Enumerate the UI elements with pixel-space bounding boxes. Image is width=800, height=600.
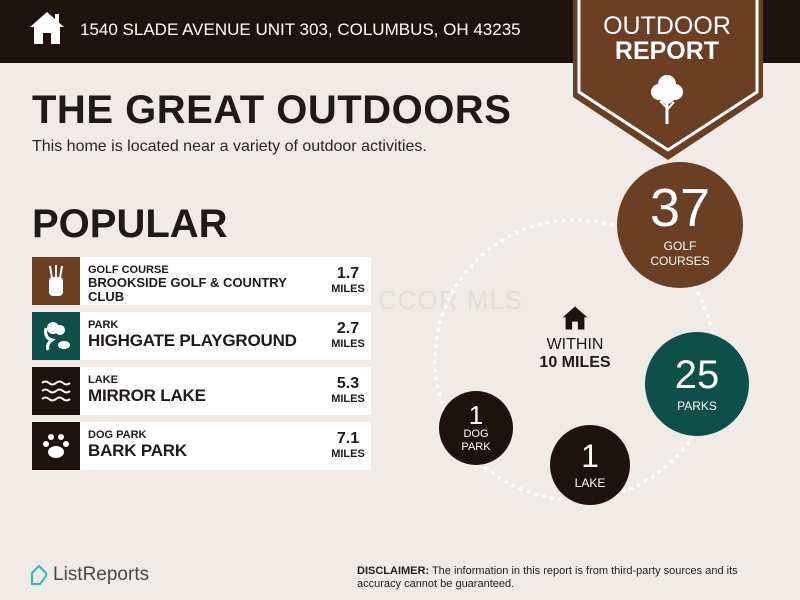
list-item: GOLF COURSE BROOKSIDE GOLF & COUNTRY CLU… bbox=[32, 257, 371, 305]
item-distance: 1.7 MILES bbox=[331, 265, 365, 295]
within-radius: WITHIN 10 MILES bbox=[520, 305, 630, 372]
home-icon bbox=[30, 12, 64, 44]
golf-courses-count: 37 GOLF COURSES bbox=[617, 162, 743, 288]
item-category: LAKE bbox=[88, 374, 118, 386]
item-distance: 7.1 MILES bbox=[331, 430, 365, 460]
list-item: LAKE MIRROR LAKE 5.3 MILES bbox=[32, 367, 371, 415]
item-category: PARK bbox=[88, 319, 119, 331]
paw-icon bbox=[32, 422, 80, 470]
item-name: MIRROR LAKE bbox=[88, 386, 206, 405]
parks-count: 25 PARKS bbox=[645, 332, 749, 436]
item-name: BARK PARK bbox=[88, 441, 187, 460]
lake-count: 1 LAKE bbox=[550, 425, 630, 505]
park-tree-icon bbox=[32, 312, 80, 360]
golf-bag-icon bbox=[32, 257, 80, 305]
property-address: 1540 SLADE AVENUE UNIT 303, COLUMBUS, OH… bbox=[80, 20, 521, 39]
disclaimer: DISCLAIMER: The information in this repo… bbox=[357, 565, 738, 590]
item-category: GOLF COURSE bbox=[88, 264, 169, 276]
tree-icon bbox=[651, 75, 683, 124]
popular-heading: POPULAR bbox=[32, 202, 228, 246]
badge-title: OUTDOOR REPORT bbox=[603, 12, 731, 65]
list-item: PARK HIGHGATE PLAYGROUND 2.7 MILES bbox=[32, 312, 371, 360]
page-subtitle: This home is located near a variety of o… bbox=[32, 138, 427, 155]
item-name: BROOKSIDE GOLF & COUNTRY CLUB bbox=[88, 275, 287, 304]
page-title: THE GREAT OUTDOORS bbox=[32, 88, 512, 132]
item-category: DOG PARK bbox=[88, 429, 147, 441]
item-name: HIGHGATE PLAYGROUND bbox=[88, 331, 297, 350]
listreports-logo: ListReports bbox=[30, 564, 149, 586]
waves-icon bbox=[32, 367, 80, 415]
home-icon bbox=[562, 306, 588, 330]
item-distance: 5.3 MILES bbox=[331, 375, 365, 405]
dog-park-count: 1 DOG PARK bbox=[439, 391, 513, 465]
item-distance: 2.7 MILES bbox=[331, 320, 365, 350]
listreports-logo-icon bbox=[30, 564, 48, 586]
list-item: DOG PARK BARK PARK 7.1 MILES bbox=[32, 422, 371, 470]
